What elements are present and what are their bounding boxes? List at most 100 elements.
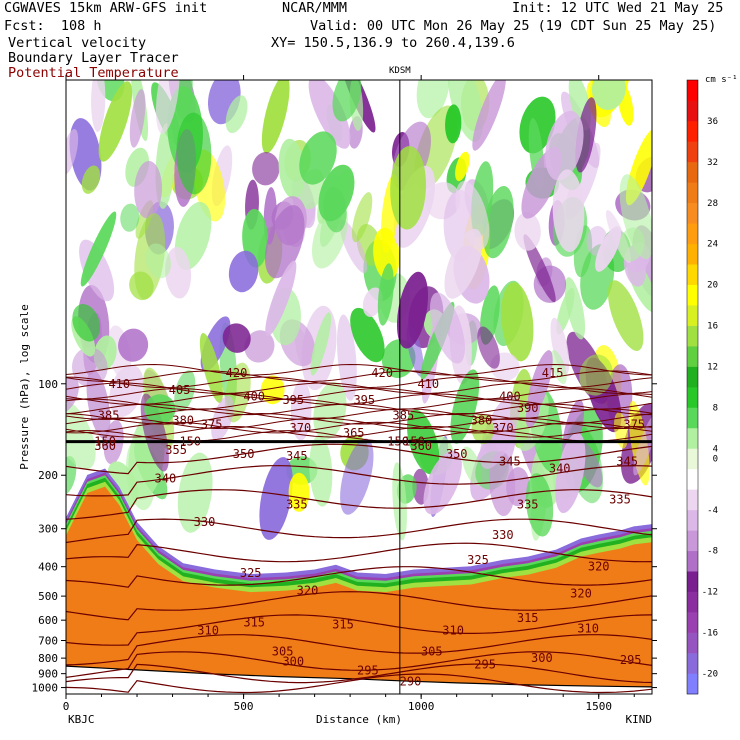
theta-label: 375 — [201, 417, 223, 431]
theta-contour — [66, 421, 652, 434]
colorbar-swatch — [687, 407, 698, 429]
field-boundary-layer-tracer: Boundary Layer Tracer — [8, 50, 179, 66]
theta-label: 345 — [616, 454, 638, 468]
updraft-cell — [98, 81, 133, 162]
colorbar-swatch — [687, 448, 698, 470]
theta-label: 410 — [108, 377, 130, 391]
colorbar-swatch — [687, 161, 698, 183]
downdraft-cell — [633, 414, 652, 476]
updraft-cell — [309, 435, 333, 507]
updraft-cell — [471, 413, 494, 445]
theta-label: 295 — [474, 658, 496, 672]
downdraft-cell — [308, 80, 351, 149]
theta-label: 150 — [179, 435, 201, 449]
updraft-cell — [299, 131, 337, 185]
theta-contour — [66, 614, 652, 646]
theta-label: 420 — [226, 366, 248, 380]
theta-label: 305 — [272, 644, 294, 658]
updraft-cell — [310, 312, 332, 376]
x-tick-label: 500 — [234, 700, 254, 713]
colorbar-swatch — [687, 571, 698, 592]
theta-label: 320 — [297, 584, 319, 598]
colorbar-swatch — [687, 673, 698, 695]
theta-label: 315 — [517, 611, 539, 625]
colorbar-label: 32 — [707, 158, 718, 168]
colorbar-label: -4 — [707, 506, 718, 516]
theta-label: 385 — [98, 408, 120, 422]
theta-label: 290 — [400, 675, 422, 689]
colorbar-label: 16 — [707, 322, 718, 332]
downdraft-cell — [71, 347, 108, 388]
theta-label: 410 — [417, 377, 439, 391]
colorbar-swatch — [687, 612, 698, 633]
downdraft-cell — [430, 292, 465, 364]
downdraft-cell — [472, 80, 506, 151]
theta-label: 350 — [233, 447, 255, 461]
y-tick-label: 400 — [38, 561, 58, 574]
updraft-cell — [619, 227, 645, 262]
downdraft-cell — [134, 161, 163, 219]
theta-contour — [66, 408, 652, 420]
theta-label: 350 — [446, 447, 468, 461]
colorbar-swatch — [687, 100, 698, 122]
y-tick-label: 300 — [38, 523, 58, 536]
updraft-cell — [350, 307, 385, 363]
field-potential-temperature: Potential Temperature — [8, 65, 179, 81]
theta-label: 315 — [243, 615, 265, 629]
theta-label: 320 — [588, 560, 610, 574]
theta-label: 310 — [577, 622, 599, 636]
colorbar-label: 12 — [707, 363, 718, 373]
theta-label: 360 — [94, 439, 116, 453]
init-time: Init: 12 UTC Wed 21 May 25 — [512, 0, 724, 16]
theta-contour — [66, 542, 652, 563]
theta-contour — [66, 566, 652, 588]
x-tick-label: 0 — [63, 700, 70, 713]
theta-label: 300 — [531, 651, 553, 665]
updraft-cell — [278, 138, 305, 199]
colorbar-swatch — [687, 530, 698, 552]
theta-label: 345 — [499, 454, 521, 468]
theta-label: 310 — [442, 624, 464, 638]
colorbar-swatch — [687, 80, 698, 101]
colorbar-swatch — [687, 223, 698, 245]
updraft-cell — [80, 211, 117, 287]
theta-label: 390 — [517, 401, 539, 415]
colorbar-swatch — [687, 325, 698, 347]
updraft-cell — [447, 80, 484, 142]
y-tick-label: 700 — [38, 635, 58, 648]
theta-contour — [66, 518, 652, 544]
downdraft-cell — [340, 438, 374, 515]
colorbar-swatch — [687, 591, 698, 613]
updraft-cell — [607, 280, 644, 351]
updraft-cell — [145, 243, 172, 279]
updraft-cell — [416, 80, 450, 119]
updraft-cell — [377, 263, 394, 326]
theta-label: 340 — [549, 462, 571, 476]
theta-label: 385 — [393, 408, 415, 422]
theta-label: 345 — [286, 449, 308, 463]
y-tick-label: 100 — [38, 378, 58, 391]
theta-label: 360 — [410, 439, 432, 453]
theta-contour — [66, 591, 652, 621]
downdraft-cell — [222, 323, 251, 353]
theta-label: 335 — [286, 498, 308, 512]
right-station-label: KIND — [626, 713, 653, 726]
downdraft-cell — [118, 328, 149, 362]
updraft-cell — [260, 375, 285, 405]
colorbar-swatch — [687, 120, 698, 142]
downdraft-cell — [290, 380, 312, 441]
colorbar-swatch — [687, 509, 698, 531]
theta-contour — [66, 634, 652, 666]
updraft-cell — [81, 165, 101, 194]
y-tick-label: 900 — [38, 668, 58, 681]
y-tick-label: 500 — [38, 590, 58, 603]
colorbar-swatch — [687, 550, 698, 572]
updraft-cell — [261, 80, 290, 154]
downdraft-cell — [339, 219, 368, 274]
theta-label: 400 — [499, 389, 521, 403]
updraft-cell — [501, 282, 534, 362]
left-station-label: KBJC — [68, 713, 95, 726]
theta-label: 415 — [542, 366, 564, 380]
theta-label: 370 — [290, 421, 312, 435]
y-tick-label: 800 — [38, 652, 58, 665]
